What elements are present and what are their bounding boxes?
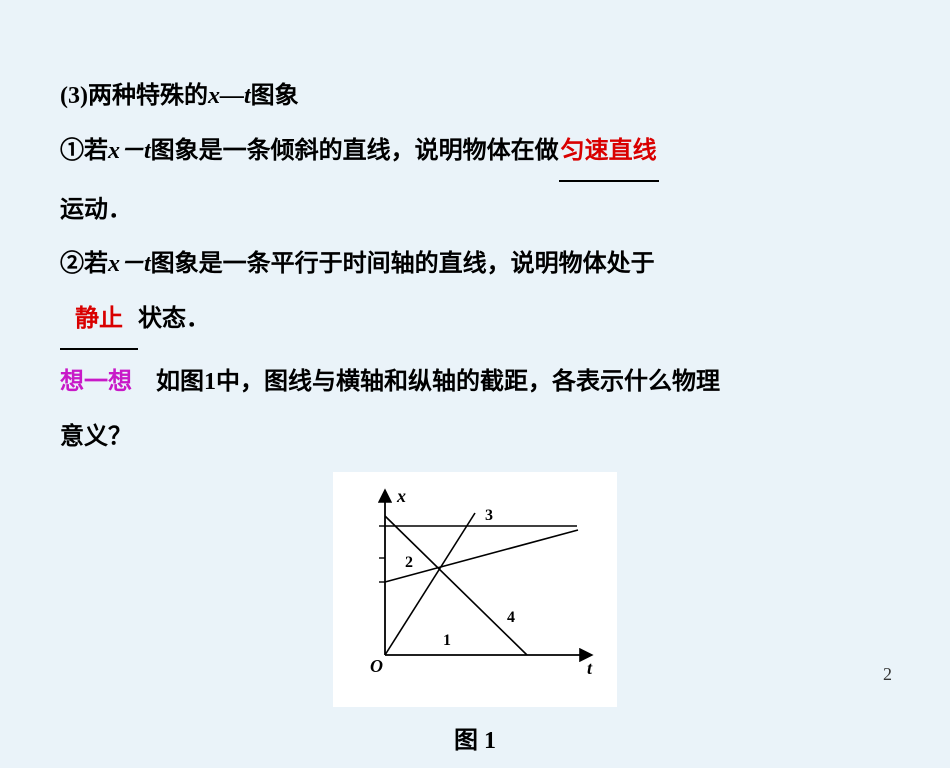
xt-graph: x t O 1 2 3 4	[345, 480, 605, 680]
y-axis-label: x	[396, 486, 406, 506]
answer1-blank: 匀速直线	[559, 125, 659, 182]
item2-mid: 图象是一条平行于时间轴的直线，说明物体处于	[151, 238, 655, 291]
graph-line-4	[385, 516, 527, 655]
item2-after: 状态．	[138, 293, 210, 346]
item1-mid: 图象是一条倾斜的直线，说明物体在做	[151, 125, 559, 178]
graph-line-2	[385, 530, 578, 582]
page-number: 2	[883, 664, 892, 685]
think-fig-num: 1	[204, 356, 216, 409]
line-label-1: 1	[443, 632, 451, 649]
item2-prefix: ②若	[60, 238, 108, 291]
var-xt-1: x－t	[108, 125, 151, 178]
item1-prefix: ①若	[60, 125, 108, 178]
var-xt-dash: x—t	[208, 70, 251, 123]
heading-after: 图象	[251, 70, 299, 123]
think-prompt: 想一想	[60, 356, 132, 409]
answer2-blank: 静止	[60, 293, 138, 350]
think-text-before: 如图	[132, 356, 204, 409]
answer2-text: 静止	[75, 306, 123, 332]
think-text-line2: 意义？	[60, 411, 132, 464]
answer1-text: 匀速直线	[561, 138, 657, 164]
think-text-after: 中，图线与横轴和纵轴的截距，各表示什么物理	[216, 356, 720, 409]
line-label-3: 3	[485, 507, 493, 524]
graph-box: x t O 1 2 3 4	[333, 472, 617, 708]
graph-line-1	[385, 513, 475, 655]
line-label-4: 4	[507, 609, 515, 626]
figure-label: 图 1	[60, 715, 890, 768]
item1-newline: 运动．	[60, 184, 132, 237]
var-xt-2: x－t	[108, 238, 151, 291]
heading-before: 两种特殊的	[88, 70, 208, 123]
section-heading-prefix: (3)	[60, 70, 88, 123]
origin-label: O	[370, 656, 383, 676]
x-axis-label: t	[587, 658, 593, 678]
line-label-2: 2	[405, 554, 413, 571]
